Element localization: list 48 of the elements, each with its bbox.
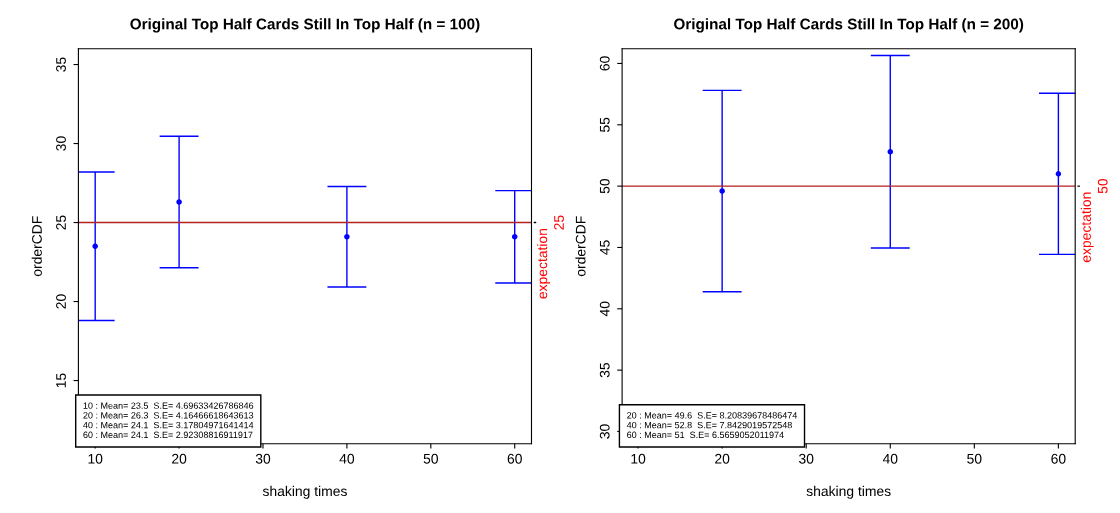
point xyxy=(176,199,182,205)
chart-title: Original Top Half Cards Still In Top Half (n = 100) xyxy=(130,18,480,33)
y-axis-title: orderCDF xyxy=(31,216,42,277)
annotation: 10 : Mean= 23.5 S.E= 4.69633426786846 xyxy=(83,402,254,409)
point xyxy=(719,188,725,194)
text: 25 xyxy=(554,215,564,230)
y-tick-label: 40 xyxy=(599,301,610,317)
annotation: 60 : Mean= 51 S.E= 6.5659052011974 xyxy=(627,431,784,439)
x-tick-label: 50 xyxy=(967,453,982,464)
y-tick-label: 30 xyxy=(599,424,610,439)
y-tick-label: 50 xyxy=(599,178,610,194)
annotation: 60 : Mean= 24.1 S.E= 2.92308816911917 xyxy=(83,431,253,439)
x-tick-label: 20 xyxy=(715,453,730,464)
ref-line-label: expectation xyxy=(537,228,550,299)
x-tick-label: 60 xyxy=(507,453,522,464)
point xyxy=(92,243,98,250)
x-tick-label: 20 xyxy=(172,453,187,464)
ref-line-label: expectation xyxy=(1080,192,1094,263)
x-axis-title: shaking times xyxy=(806,485,891,499)
x-tick-label: 30 xyxy=(255,453,271,464)
annotation: 20 : Mean= 26.3 S.E= 4.16466618643613 xyxy=(83,412,254,419)
point xyxy=(344,233,350,240)
y-tick-label: 25 xyxy=(56,215,66,230)
x-tick-label: 60 xyxy=(1051,453,1066,464)
x-tick-label: 10 xyxy=(88,453,103,464)
point xyxy=(1055,171,1062,177)
y-tick-label: 35 xyxy=(599,363,610,378)
text: 50 xyxy=(1097,178,1108,194)
y-tick-label: 15 xyxy=(56,373,66,388)
point xyxy=(511,233,518,240)
x-tick-label: 40 xyxy=(339,453,355,464)
point xyxy=(887,149,894,155)
annotation: 40 : Mean= 52.8 S.E= 7.8429019572548 xyxy=(626,421,792,429)
chart-title: Original Top Half Cards Still In Top Half (n = 200) xyxy=(674,18,1024,33)
y-tick-label: 45 xyxy=(599,240,610,255)
annotation: 40 : Mean= 24.1 S.E= 3.17804971641414 xyxy=(83,421,254,429)
x-tick-label: 40 xyxy=(882,453,898,464)
y-tick-label: 60 xyxy=(599,56,610,71)
x-tick-label: 10 xyxy=(631,453,646,464)
y-tick-label: 20 xyxy=(56,294,66,309)
y-tick-label: 30 xyxy=(56,136,66,151)
y-tick-label: 35 xyxy=(56,57,66,72)
y-tick-label: 55 xyxy=(599,117,610,132)
annotation: 20 : Mean= 49.6 S.E= 8.20839678486474 xyxy=(627,412,798,419)
x-tick-label: 50 xyxy=(423,453,438,464)
x-tick-label: 30 xyxy=(799,453,814,464)
x-axis-title: shaking times xyxy=(262,485,347,499)
y-axis-title: orderCDF xyxy=(575,216,586,277)
